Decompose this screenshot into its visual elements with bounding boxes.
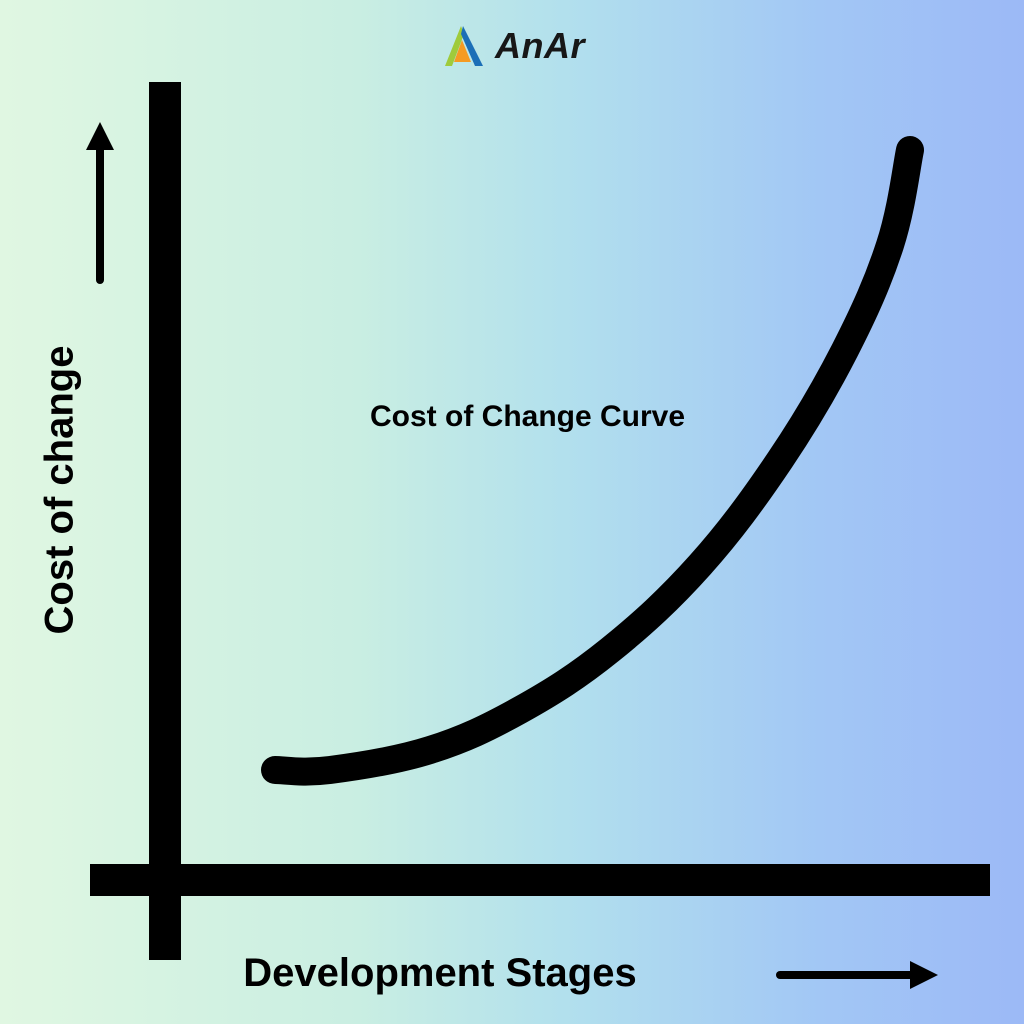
chart-title: Cost of Change Curve bbox=[370, 400, 685, 434]
y-axis-label: Cost of change bbox=[38, 346, 83, 635]
chart-canvas: AnAr Cost of Change Curve Cost of change… bbox=[0, 0, 1024, 1024]
chart-svg bbox=[0, 0, 1024, 1024]
x-axis-label: Development Stages bbox=[243, 951, 636, 996]
